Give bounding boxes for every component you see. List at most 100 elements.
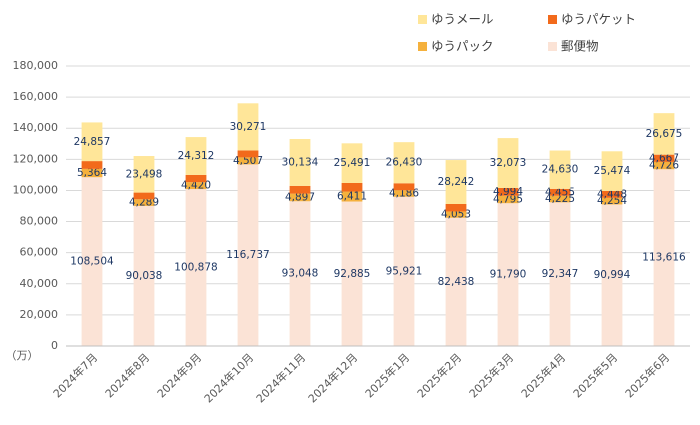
data-label: 26,675 bbox=[646, 128, 683, 140]
bar-segment bbox=[133, 205, 155, 346]
data-label: 90,038 bbox=[126, 270, 163, 282]
x-tick-label: 2024年12月 bbox=[305, 350, 360, 405]
bar-segment bbox=[341, 191, 363, 202]
data-label: 116,737 bbox=[226, 249, 269, 261]
bar-segment bbox=[601, 151, 623, 191]
bar-segment bbox=[81, 161, 103, 169]
bar-segment bbox=[341, 201, 363, 346]
bar-segment bbox=[289, 138, 311, 186]
y-tick-label: 160,000 bbox=[13, 90, 59, 103]
bar-segment bbox=[653, 113, 675, 155]
bar-segment bbox=[497, 187, 519, 196]
data-label: 91,790 bbox=[490, 269, 527, 281]
data-label: 90,994 bbox=[594, 269, 631, 281]
bar-segment bbox=[601, 197, 623, 205]
bar-segment bbox=[289, 193, 311, 202]
data-label: 5,364 bbox=[77, 167, 107, 179]
bar-segment bbox=[497, 195, 519, 204]
bar-segment bbox=[185, 174, 207, 183]
bar-segment bbox=[653, 169, 675, 346]
x-tick-label: 2025年4月 bbox=[518, 350, 568, 400]
data-label: 4,455 bbox=[545, 186, 575, 198]
bar-segment bbox=[133, 192, 155, 200]
data-label: 93,048 bbox=[282, 268, 319, 280]
data-label: 92,347 bbox=[542, 268, 579, 280]
bar-segment bbox=[393, 142, 415, 184]
bar-segment bbox=[653, 161, 675, 170]
data-label: 4,507 bbox=[233, 155, 263, 167]
data-label: 23,498 bbox=[126, 168, 163, 180]
bar-segment bbox=[497, 138, 519, 188]
x-tick-label: 2025年2月 bbox=[414, 350, 464, 400]
data-label: 32,073 bbox=[490, 157, 527, 169]
bar-segment bbox=[237, 164, 259, 346]
data-label: 26,430 bbox=[386, 157, 423, 169]
legend-label: ゆうパック bbox=[431, 39, 494, 54]
data-label: 4,667 bbox=[649, 152, 679, 164]
bar-segment bbox=[549, 195, 571, 203]
bar-segment bbox=[289, 185, 311, 194]
y-tick-label: 140,000 bbox=[13, 121, 59, 134]
y-tick-label: 80,000 bbox=[20, 215, 59, 228]
x-tick-label: 2025年3月 bbox=[466, 350, 516, 400]
bar-segment bbox=[185, 189, 207, 346]
data-label: 4,420 bbox=[181, 180, 211, 192]
data-label: 4,225 bbox=[545, 193, 575, 205]
bar-segment bbox=[601, 190, 623, 198]
data-label: 92,885 bbox=[334, 268, 371, 280]
x-tick-label: 2024年9月 bbox=[154, 350, 204, 400]
data-label: 24,312 bbox=[178, 150, 215, 162]
bar-segment bbox=[393, 183, 415, 191]
data-label: 4,726 bbox=[649, 160, 679, 172]
data-label: 4,053 bbox=[441, 209, 471, 221]
bar-segment bbox=[445, 203, 467, 212]
data-label: 6,411 bbox=[337, 191, 367, 203]
bar-segment bbox=[185, 137, 207, 175]
bar-segment bbox=[237, 150, 259, 158]
y-tick-label: 40,000 bbox=[20, 277, 59, 290]
bar-segment bbox=[133, 199, 155, 206]
data-label: 4,448 bbox=[597, 188, 627, 200]
data-label: 25,491 bbox=[334, 157, 371, 169]
bar-segment bbox=[237, 103, 259, 151]
data-label: 4,994 bbox=[493, 186, 523, 198]
y-tick-label: 120,000 bbox=[13, 152, 59, 165]
legend-swatch bbox=[418, 42, 427, 51]
y-tick-label: 60,000 bbox=[20, 246, 59, 259]
bar-segment bbox=[497, 203, 519, 346]
bar-segment bbox=[393, 190, 415, 197]
data-label: 4,254 bbox=[597, 195, 627, 207]
x-tick-label: 2024年10月 bbox=[201, 350, 256, 405]
data-label: 4,897 bbox=[285, 191, 315, 203]
x-tick-label: 2024年7月 bbox=[50, 350, 100, 400]
data-label: 30,271 bbox=[230, 121, 267, 133]
data-label: 28,242 bbox=[438, 176, 475, 188]
bar-segment bbox=[445, 217, 467, 346]
y-tick-label: 20,000 bbox=[20, 308, 59, 321]
data-label: 24,857 bbox=[74, 136, 111, 148]
bar-segment bbox=[445, 211, 467, 218]
bar-segment bbox=[185, 182, 207, 190]
x-tick-label: 2025年1月 bbox=[362, 350, 412, 400]
bar-segment bbox=[81, 177, 103, 346]
data-label: 24,630 bbox=[542, 164, 579, 176]
bar-segment bbox=[601, 204, 623, 346]
bar-segment bbox=[393, 196, 415, 346]
bar-segment bbox=[81, 122, 103, 162]
data-label: 100,878 bbox=[174, 262, 217, 274]
x-tick-label: 2025年5月 bbox=[570, 350, 620, 400]
data-label: 113,616 bbox=[642, 252, 686, 264]
bar-segment bbox=[81, 168, 103, 178]
bar-segment bbox=[549, 188, 571, 196]
y-tick-label: 180,000 bbox=[13, 59, 59, 72]
x-tick-label: 2024年11月 bbox=[253, 350, 308, 405]
bar-segment bbox=[549, 150, 571, 189]
legend-label: 郵便物 bbox=[561, 39, 599, 54]
bar-segment bbox=[237, 157, 259, 165]
bar-segment bbox=[653, 154, 675, 162]
legend-swatch bbox=[548, 42, 557, 51]
legend-swatch bbox=[418, 15, 427, 24]
legend-label: ゆうメール bbox=[431, 12, 494, 27]
legend-swatch bbox=[548, 15, 557, 24]
